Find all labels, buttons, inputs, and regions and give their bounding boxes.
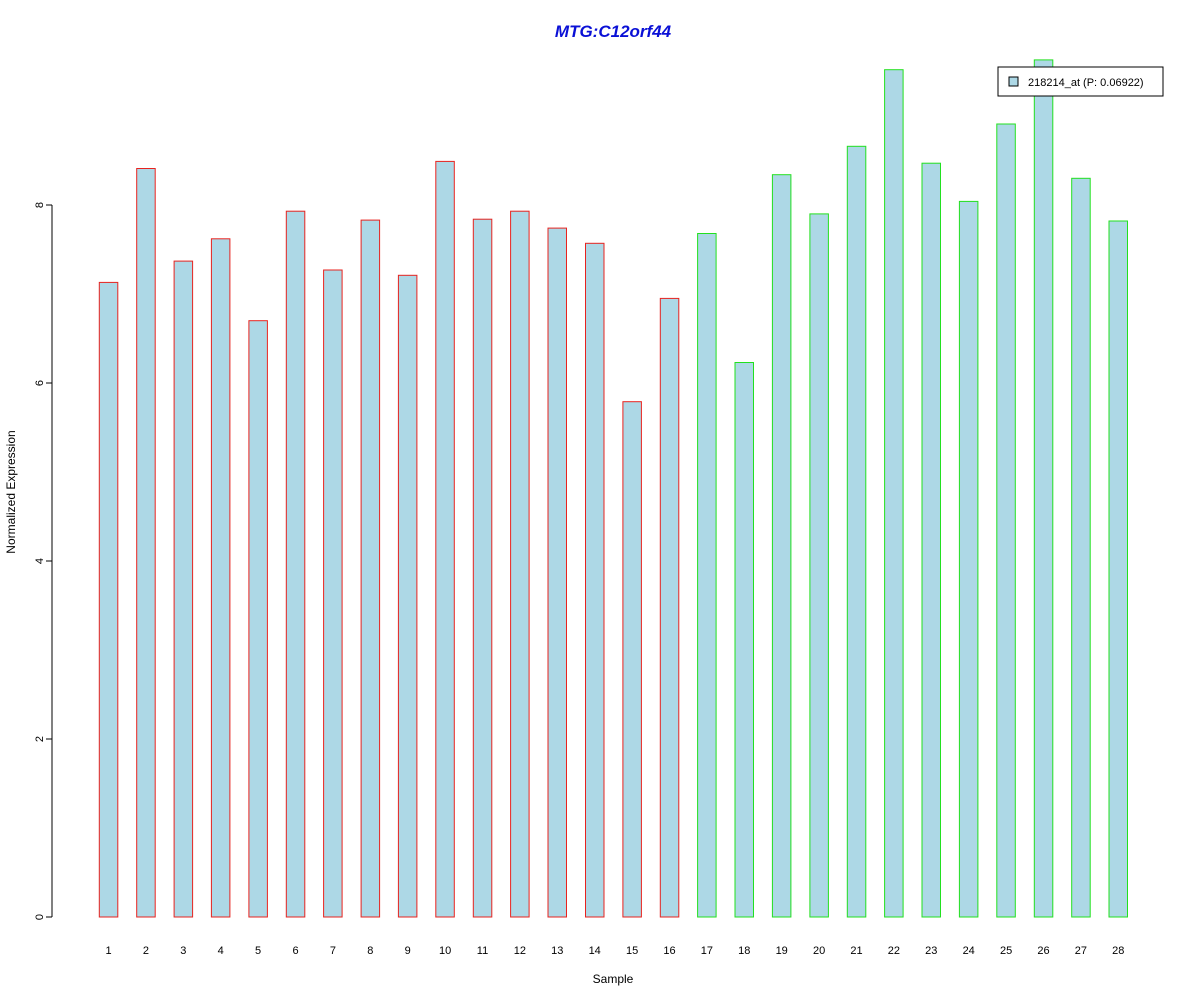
y-axis-label: Normalized Expression: [4, 430, 18, 553]
legend-swatch: [1008, 76, 1019, 87]
bar-sample-2: [136, 168, 156, 918]
y-tick-label: 2: [34, 736, 46, 742]
y-axis: 0 2 4 6 8: [34, 202, 53, 920]
y-tick-label: 6: [34, 380, 46, 386]
x-tick-label: 9: [405, 945, 411, 957]
y-tick-label: 8: [34, 202, 46, 208]
bar-sample-6: [285, 210, 306, 918]
bar-sample-26: [1033, 59, 1054, 918]
chart-title: MTG:C12orf44: [555, 22, 672, 41]
x-tick-label: 8: [367, 945, 373, 957]
bar-sample-9: [397, 274, 418, 918]
y-tick-label: 0: [34, 914, 46, 920]
bar-sample-17: [697, 233, 717, 918]
x-tick-label: 16: [663, 945, 675, 957]
x-tick-label: 28: [1112, 945, 1124, 957]
x-tick-label: 22: [888, 945, 900, 957]
x-tick-label: 2: [143, 945, 149, 957]
bar-sample-14: [585, 242, 605, 918]
bars: [98, 59, 1128, 918]
legend-box: [997, 66, 1164, 97]
bar-sample-27: [1071, 177, 1091, 918]
bar-sample-21: [846, 145, 867, 918]
x-tick-labels: 1 2 3 4 5 6 7 8 9 10 11 12 13 14 15 16 17 18 19 20 21 22 23 24 2…: [105, 945, 1124, 957]
bar-sample-4: [210, 238, 231, 918]
x-tick-label: 27: [1075, 945, 1087, 957]
x-tick-label: 25: [1000, 945, 1012, 957]
x-tick-label: 20: [813, 945, 825, 957]
bar-sample-20: [809, 213, 829, 918]
bar-sample-11: [472, 218, 493, 918]
x-tick-label: 3: [180, 945, 186, 957]
legend: 218214_at (P: 0.06922): [997, 66, 1164, 97]
x-tick-label: 18: [738, 945, 750, 957]
bar-sample-23: [921, 162, 941, 918]
bar-sample-25: [996, 123, 1016, 918]
x-tick-label: 14: [589, 945, 601, 957]
x-tick-label: 23: [925, 945, 937, 957]
x-tick-label: 13: [551, 945, 563, 957]
bar-sample-16: [659, 297, 680, 918]
x-tick-label: 7: [330, 945, 336, 957]
x-axis-label: Sample: [593, 972, 634, 986]
x-tick-label: 24: [963, 945, 975, 957]
bar-sample-12: [510, 210, 530, 918]
x-tick-label: 19: [776, 945, 788, 957]
bar-sample-28: [1108, 220, 1128, 918]
bar-sample-10: [435, 160, 455, 918]
x-tick-label: 5: [255, 945, 261, 957]
bar-sample-18: [734, 362, 754, 918]
x-tick-label: 4: [218, 945, 224, 957]
bar-sample-5: [248, 320, 268, 918]
bar-sample-13: [547, 227, 567, 918]
x-tick-label: 15: [626, 945, 638, 957]
legend-label: 218214_at (P: 0.06922): [1028, 77, 1144, 89]
x-tick-label: 21: [850, 945, 862, 957]
bar-sample-8: [360, 219, 381, 918]
bar-sample-19: [771, 174, 792, 918]
x-tick-label: 6: [292, 945, 298, 957]
y-tick-label: 4: [34, 558, 46, 564]
x-tick-label: 1: [105, 945, 111, 957]
bar-sample-7: [323, 269, 343, 918]
x-tick-label: 12: [514, 945, 526, 957]
x-tick-label: 17: [701, 945, 713, 957]
x-tick-label: 11: [477, 945, 488, 957]
bar-sample-1: [98, 281, 119, 918]
bar-sample-24: [958, 200, 979, 918]
bar-sample-22: [884, 69, 904, 918]
bar-sample-15: [622, 401, 642, 918]
bar-sample-3: [173, 260, 194, 918]
x-tick-label: 10: [439, 945, 451, 957]
x-tick-label: 26: [1037, 945, 1049, 957]
